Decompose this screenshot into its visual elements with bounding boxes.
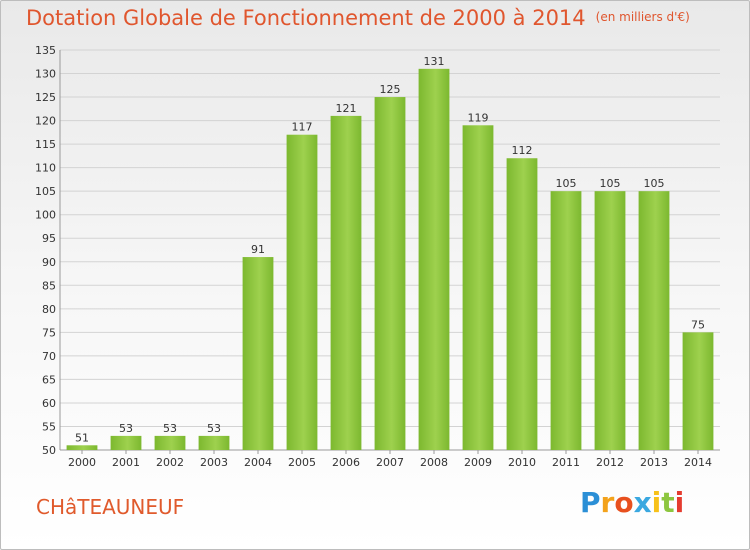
logo-letter: P	[580, 486, 601, 519]
y-tick-label: 130	[35, 68, 56, 81]
y-tick-label: 60	[42, 397, 56, 410]
data-label: 117	[292, 121, 313, 134]
bar	[66, 445, 98, 450]
bar	[506, 158, 538, 450]
data-label: 119	[468, 111, 489, 124]
bar	[550, 191, 582, 451]
y-tick-label: 115	[35, 138, 56, 151]
logo-letter: i	[674, 486, 685, 519]
chart-title: Dotation Globale de Fonctionnement de 20…	[26, 6, 690, 30]
logo-letter: t	[661, 486, 675, 519]
x-tick-label: 2007	[376, 456, 404, 469]
x-tick-label: 2001	[112, 456, 140, 469]
bar	[682, 332, 714, 450]
data-label: 121	[336, 102, 357, 115]
x-tick-label: 2012	[596, 456, 624, 469]
data-label: 53	[207, 422, 221, 435]
y-tick-label: 110	[35, 162, 56, 175]
logo-letter: o	[614, 486, 634, 519]
y-tick-label: 65	[42, 373, 56, 386]
unit-note: (en milliers d'€)	[595, 10, 690, 24]
commune-name: CHâTEAUNEUF	[36, 495, 185, 519]
data-label: 53	[163, 422, 177, 435]
bar	[330, 115, 362, 450]
x-tick-label: 2002	[156, 456, 184, 469]
data-label: 51	[75, 431, 89, 444]
logo-letter: i	[651, 486, 662, 519]
y-tick-label: 85	[42, 279, 56, 292]
x-tick-label: 2006	[332, 456, 360, 469]
bar	[418, 68, 450, 450]
bar	[154, 435, 186, 450]
y-tick-label: 105	[35, 185, 56, 198]
x-tick-label: 2010	[508, 456, 536, 469]
bar	[594, 191, 626, 451]
y-tick-label: 90	[42, 256, 56, 269]
data-label: 105	[644, 177, 665, 190]
y-tick-label: 70	[42, 350, 56, 363]
y-tick-label: 50	[42, 444, 56, 457]
logo-letter: r	[600, 486, 615, 519]
bar	[110, 435, 142, 450]
x-tick-label: 2011	[552, 456, 580, 469]
bar	[462, 125, 494, 450]
title-text: Dotation Globale de Fonctionnement de 20…	[26, 6, 586, 30]
data-label: 75	[691, 318, 705, 331]
y-tick-label: 75	[42, 326, 56, 339]
x-tick-label: 2009	[464, 456, 492, 469]
proxiti-logo: Proxiti	[580, 486, 684, 519]
x-tick-label: 2003	[200, 456, 228, 469]
x-tick-label: 2013	[640, 456, 668, 469]
bar	[374, 97, 406, 450]
data-label: 112	[512, 144, 533, 157]
y-tick-label: 55	[42, 420, 56, 433]
data-label: 105	[556, 177, 577, 190]
data-label: 125	[380, 83, 401, 96]
y-tick-label: 125	[35, 91, 56, 104]
data-label: 131	[424, 55, 445, 68]
data-label: 105	[600, 177, 621, 190]
x-tick-label: 2004	[244, 456, 272, 469]
bar	[242, 257, 274, 450]
logo-letter: x	[633, 486, 652, 519]
data-label: 53	[119, 422, 133, 435]
y-tick-label: 80	[42, 303, 56, 316]
x-tick-label: 2000	[68, 456, 96, 469]
y-tick-label: 120	[35, 115, 56, 128]
y-tick-label: 95	[42, 232, 56, 245]
x-tick-label: 2008	[420, 456, 448, 469]
y-tick-label: 100	[35, 209, 56, 222]
x-tick-label: 2005	[288, 456, 316, 469]
bar	[198, 435, 230, 450]
y-tick-label: 135	[35, 44, 56, 57]
x-tick-label: 2014	[684, 456, 712, 469]
bar	[638, 191, 670, 451]
data-label: 91	[251, 243, 265, 256]
bar	[286, 134, 318, 451]
